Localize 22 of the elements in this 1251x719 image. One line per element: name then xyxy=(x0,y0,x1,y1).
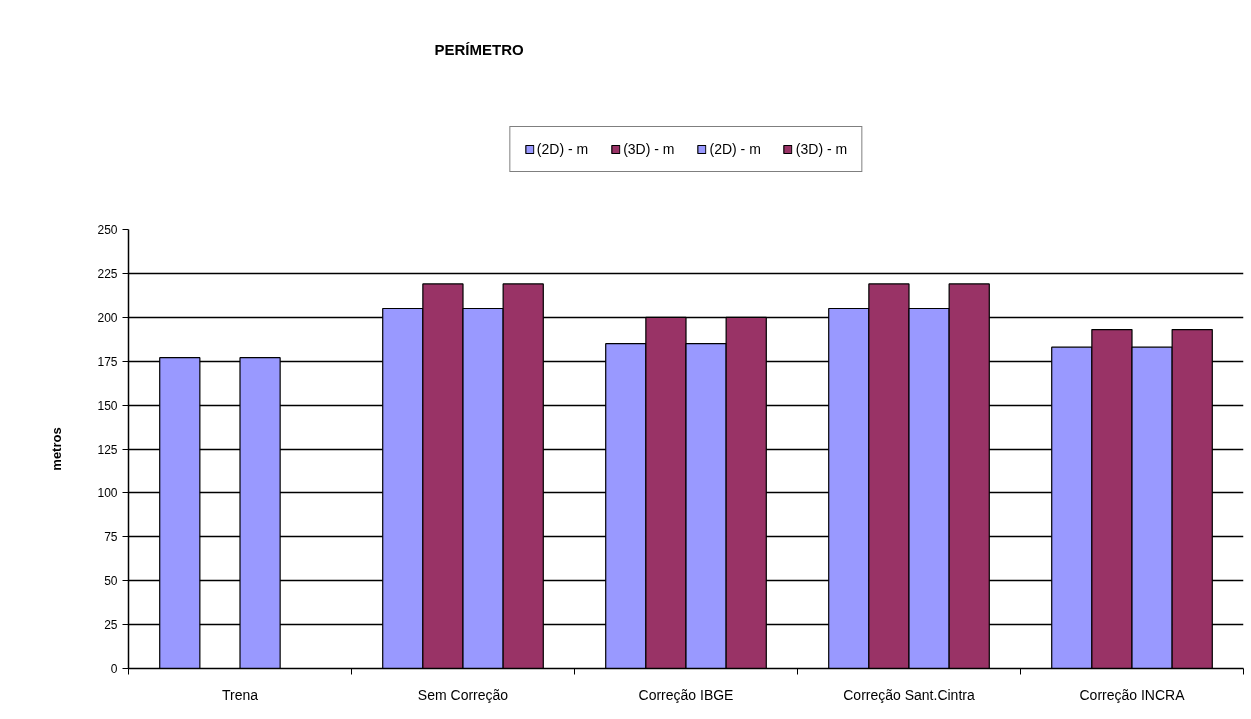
y-tick-label: 225 xyxy=(97,266,118,281)
legend-label: (2D) - m xyxy=(709,141,761,157)
legend-label: (2D) - m xyxy=(536,141,589,157)
y-tick-label: 0 xyxy=(110,662,118,676)
x-tick-label: Correção INCRA xyxy=(1079,686,1186,703)
y-tick-label: 25 xyxy=(104,618,118,633)
y-tick-label: 125 xyxy=(97,442,118,457)
legend-label: (3D) - m xyxy=(623,141,675,157)
y-tick-label: 175 xyxy=(97,354,118,369)
x-tick-label: Sem Correção xyxy=(417,686,509,703)
y-tick-label: 75 xyxy=(104,530,118,545)
chart-title: PERÍMETRO xyxy=(434,40,524,58)
x-tick-label: Correção Sant.Cintra xyxy=(843,686,975,703)
y-tick-label: 100 xyxy=(97,486,118,501)
y-tick-label: 250 xyxy=(97,223,118,237)
y-tick-label: 200 xyxy=(97,310,118,325)
y-tick-label: 50 xyxy=(104,574,118,589)
x-tick-label: Correção IBGE xyxy=(638,686,734,703)
y-axis-title: metros xyxy=(49,427,65,471)
y-tick-label: 150 xyxy=(97,398,118,413)
x-tick-label: Trena xyxy=(221,686,259,703)
legend-label: (3D) - m xyxy=(795,141,848,157)
